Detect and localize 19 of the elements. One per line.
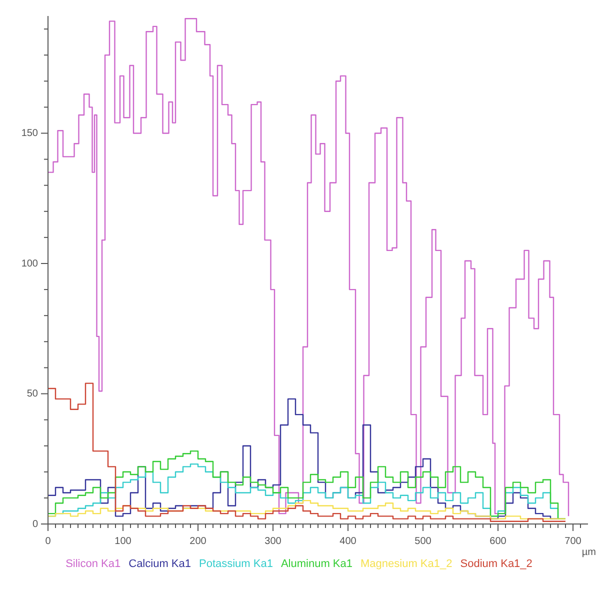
text: Potassium Ka1 xyxy=(198,558,273,570)
x-tick-label: 0 xyxy=(45,536,52,547)
x-tick-label: 700 xyxy=(564,536,582,547)
text: Silicon Ka1 xyxy=(66,558,121,570)
text: Magnesium Ka1_2 xyxy=(360,558,452,570)
text: Calcium Ka1 xyxy=(128,558,191,570)
x-tick-label: 400 xyxy=(340,536,357,547)
x-tick-label: 300 xyxy=(264,536,282,547)
x-tick-label: 100 xyxy=(114,536,132,547)
y-tick-label: 50 xyxy=(26,388,38,400)
text: Aluminum Ka1 xyxy=(280,558,353,570)
y-tick-label: 0 xyxy=(32,519,38,530)
y-tick-label: 100 xyxy=(21,258,38,270)
y-tick-label: 150 xyxy=(21,128,38,140)
x-axis-title: µm xyxy=(582,547,596,558)
x-tick-label: 500 xyxy=(414,536,432,547)
text: Sodium Ka1_2 xyxy=(460,558,532,570)
x-tick-label: 200 xyxy=(190,536,207,547)
x-tick-label: 600 xyxy=(490,536,507,547)
